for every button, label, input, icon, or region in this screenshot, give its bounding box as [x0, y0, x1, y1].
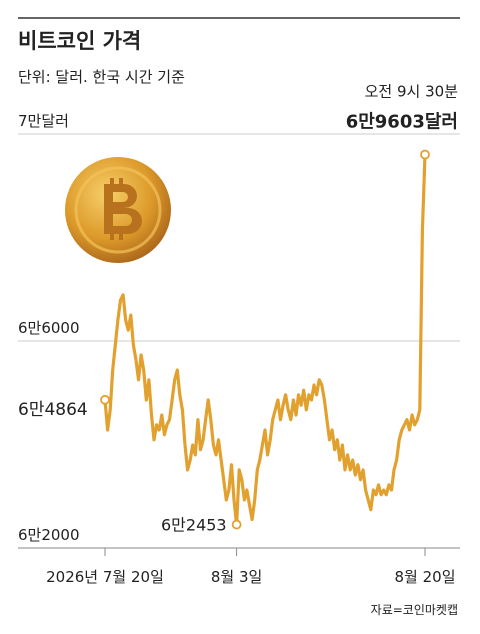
price-line [103, 154, 427, 527]
x-tick-label: 8월 20일 [395, 568, 456, 586]
bitcoin-icon [65, 157, 171, 263]
x-tick-label: 8월 3일 [211, 568, 262, 586]
x-tick-label: 2026년 7월 20일 [46, 568, 164, 586]
chart-subtitle: 단위: 달러. 한국 시간 기준 [18, 68, 185, 86]
y-tick-label: 6만6000 [18, 319, 80, 337]
value-label: 6만9603달러 [346, 112, 458, 133]
source: 자료=코인마켓캡 [371, 603, 458, 617]
value-label: 6만4864 [18, 400, 88, 420]
chart-title: 비트코인 가격 [18, 29, 141, 53]
point-marker [420, 149, 430, 160]
annotation: 오전 9시 30분 [365, 83, 459, 101]
y-tick-label: 7만달러 [18, 112, 69, 130]
point-marker [231, 519, 242, 530]
y-tick-label: 6만2000 [18, 526, 80, 544]
value-label: 6만2453 [161, 516, 227, 535]
point-marker [100, 394, 110, 405]
